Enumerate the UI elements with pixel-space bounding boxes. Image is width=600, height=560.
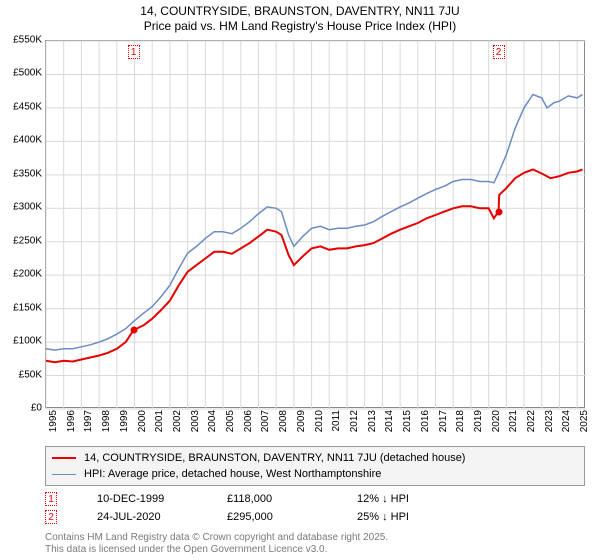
- sale-date-2: 24-JUL-2020: [97, 511, 197, 523]
- xtick-label: 2022: [526, 410, 537, 432]
- xtick-label: 2015: [402, 410, 413, 432]
- chart-container: 14, COUNTRYSIDE, BRAUNSTON, DAVENTRY, NN…: [0, 0, 600, 560]
- xtick-label: 2024: [561, 410, 572, 432]
- legend-label-price-paid: 14, COUNTRYSIDE, BRAUNSTON, DAVENTRY, NN…: [84, 452, 465, 464]
- xtick-label: 2020: [491, 410, 502, 432]
- xtick-label: 2009: [296, 410, 307, 432]
- ytick-label: £50K: [2, 369, 42, 380]
- plot-area: 12: [45, 40, 585, 408]
- sale-date-1: 10-DEC-1999: [97, 493, 197, 505]
- ytick-label: £300K: [2, 202, 42, 213]
- sale-marker-2: 2: [45, 510, 57, 524]
- sale-delta-2: 25% ↓ HPI: [357, 511, 457, 523]
- ytick-label: £500K: [2, 68, 42, 79]
- sale-dot: [130, 327, 137, 334]
- xtick-label: 2021: [508, 410, 519, 432]
- title-subtitle: Price paid vs. HM Land Registry's House …: [0, 19, 600, 33]
- legend-swatch-price-paid: [52, 457, 76, 459]
- xtick-label: 1995: [48, 410, 59, 432]
- sale-marker-1: 1: [45, 492, 57, 506]
- xtick-label: 2010: [314, 410, 325, 432]
- sale-price-2: £295,000: [227, 511, 327, 523]
- footer-line1: Contains HM Land Registry data © Crown c…: [45, 532, 388, 544]
- ytick-label: £100K: [2, 336, 42, 347]
- sale-rows: 1 10-DEC-1999 £118,000 12% ↓ HPI 2 24-JU…: [45, 490, 585, 526]
- sale-dot: [495, 208, 502, 215]
- title-block: 14, COUNTRYSIDE, BRAUNSTON, DAVENTRY, NN…: [0, 0, 600, 33]
- legend-row-price-paid: 14, COUNTRYSIDE, BRAUNSTON, DAVENTRY, NN…: [52, 450, 578, 466]
- xtick-label: 2004: [207, 410, 218, 432]
- sale-delta-1: 12% ↓ HPI: [357, 493, 457, 505]
- ytick-label: £400K: [2, 135, 42, 146]
- xtick-label: 1999: [119, 410, 130, 432]
- xtick-label: 2005: [225, 410, 236, 432]
- xtick-label: 2006: [243, 410, 254, 432]
- xtick-label: 2001: [154, 410, 165, 432]
- legend-swatch-hpi: [52, 474, 76, 475]
- xtick-label: 2025: [579, 410, 590, 432]
- sale-marker-box: 2: [493, 45, 505, 59]
- ytick-label: £0: [2, 403, 42, 414]
- ytick-label: £250K: [2, 235, 42, 246]
- xtick-label: 2014: [384, 410, 395, 432]
- series-svg: [46, 41, 584, 407]
- xtick-label: 2000: [137, 410, 148, 432]
- footer: Contains HM Land Registry data © Crown c…: [45, 532, 388, 556]
- xtick-label: 2017: [438, 410, 449, 432]
- xtick-label: 2007: [260, 410, 271, 432]
- xtick-label: 2023: [544, 410, 555, 432]
- legend-row-hpi: HPI: Average price, detached house, West…: [52, 466, 578, 482]
- xtick-label: 1998: [101, 410, 112, 432]
- xtick-label: 2002: [172, 410, 183, 432]
- xtick-label: 2016: [420, 410, 431, 432]
- footer-line2: This data is licensed under the Open Gov…: [45, 544, 388, 556]
- title-address: 14, COUNTRYSIDE, BRAUNSTON, DAVENTRY, NN…: [0, 4, 600, 18]
- legend-label-hpi: HPI: Average price, detached house, West…: [84, 468, 381, 480]
- xtick-label: 2013: [367, 410, 378, 432]
- sale-row-2: 2 24-JUL-2020 £295,000 25% ↓ HPI: [45, 508, 585, 526]
- xtick-label: 2011: [331, 410, 342, 432]
- xtick-label: 2003: [190, 410, 201, 432]
- ytick-label: £200K: [2, 269, 42, 280]
- sale-row-1: 1 10-DEC-1999 £118,000 12% ↓ HPI: [45, 490, 585, 508]
- sale-marker-box: 1: [128, 45, 140, 59]
- legend: 14, COUNTRYSIDE, BRAUNSTON, DAVENTRY, NN…: [45, 446, 585, 486]
- xtick-label: 2019: [473, 410, 484, 432]
- sale-price-1: £118,000: [227, 493, 327, 505]
- ytick-label: £150K: [2, 302, 42, 313]
- ytick-label: £550K: [2, 35, 42, 46]
- xtick-label: 1996: [66, 410, 77, 432]
- ytick-label: £450K: [2, 101, 42, 112]
- xtick-label: 2012: [349, 410, 360, 432]
- xtick-label: 2018: [455, 410, 466, 432]
- xtick-label: 2008: [278, 410, 289, 432]
- ytick-label: £350K: [2, 168, 42, 179]
- xtick-label: 1997: [83, 410, 94, 432]
